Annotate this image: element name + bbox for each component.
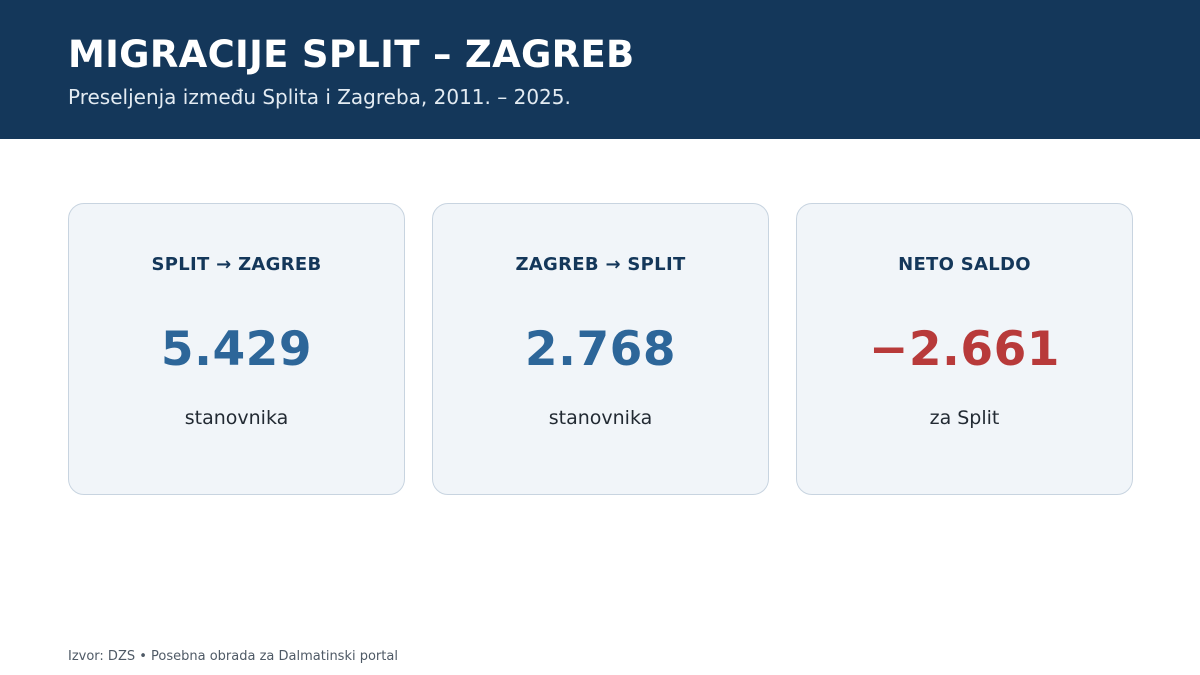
stat-card-unit: stanovnika xyxy=(184,407,289,429)
stats-cards: SPLIT → ZAGREB 5.429 stanovnika ZAGREB →… xyxy=(68,203,1133,495)
stat-card-value: 2.768 xyxy=(524,322,677,377)
stat-card-net-balance: NETO SALDO −2.661 za Split xyxy=(796,203,1133,495)
stat-card-unit: stanovnika xyxy=(548,407,653,429)
header-banner: MIGRACIJE SPLIT – ZAGREB Preseljenja izm… xyxy=(0,0,1200,139)
page-subtitle: Preseljenja između Splita i Zagreba, 201… xyxy=(68,85,571,109)
stat-card-label: ZAGREB → SPLIT xyxy=(515,254,686,275)
stat-card-label: SPLIT → ZAGREB xyxy=(151,254,322,275)
source-footer: Izvor: DZS • Posebna obrada za Dalmatins… xyxy=(68,649,398,664)
page-title: MIGRACIJE SPLIT – ZAGREB xyxy=(68,33,635,76)
stat-card-unit: za Split xyxy=(929,407,1000,429)
stat-card-zagreb-to-split: ZAGREB → SPLIT 2.768 stanovnika xyxy=(432,203,769,495)
stat-card-value: −2.661 xyxy=(868,322,1061,377)
stat-card-split-to-zagreb: SPLIT → ZAGREB 5.429 stanovnika xyxy=(68,203,405,495)
stat-card-value: 5.429 xyxy=(160,322,313,377)
stat-card-label: NETO SALDO xyxy=(898,254,1031,275)
